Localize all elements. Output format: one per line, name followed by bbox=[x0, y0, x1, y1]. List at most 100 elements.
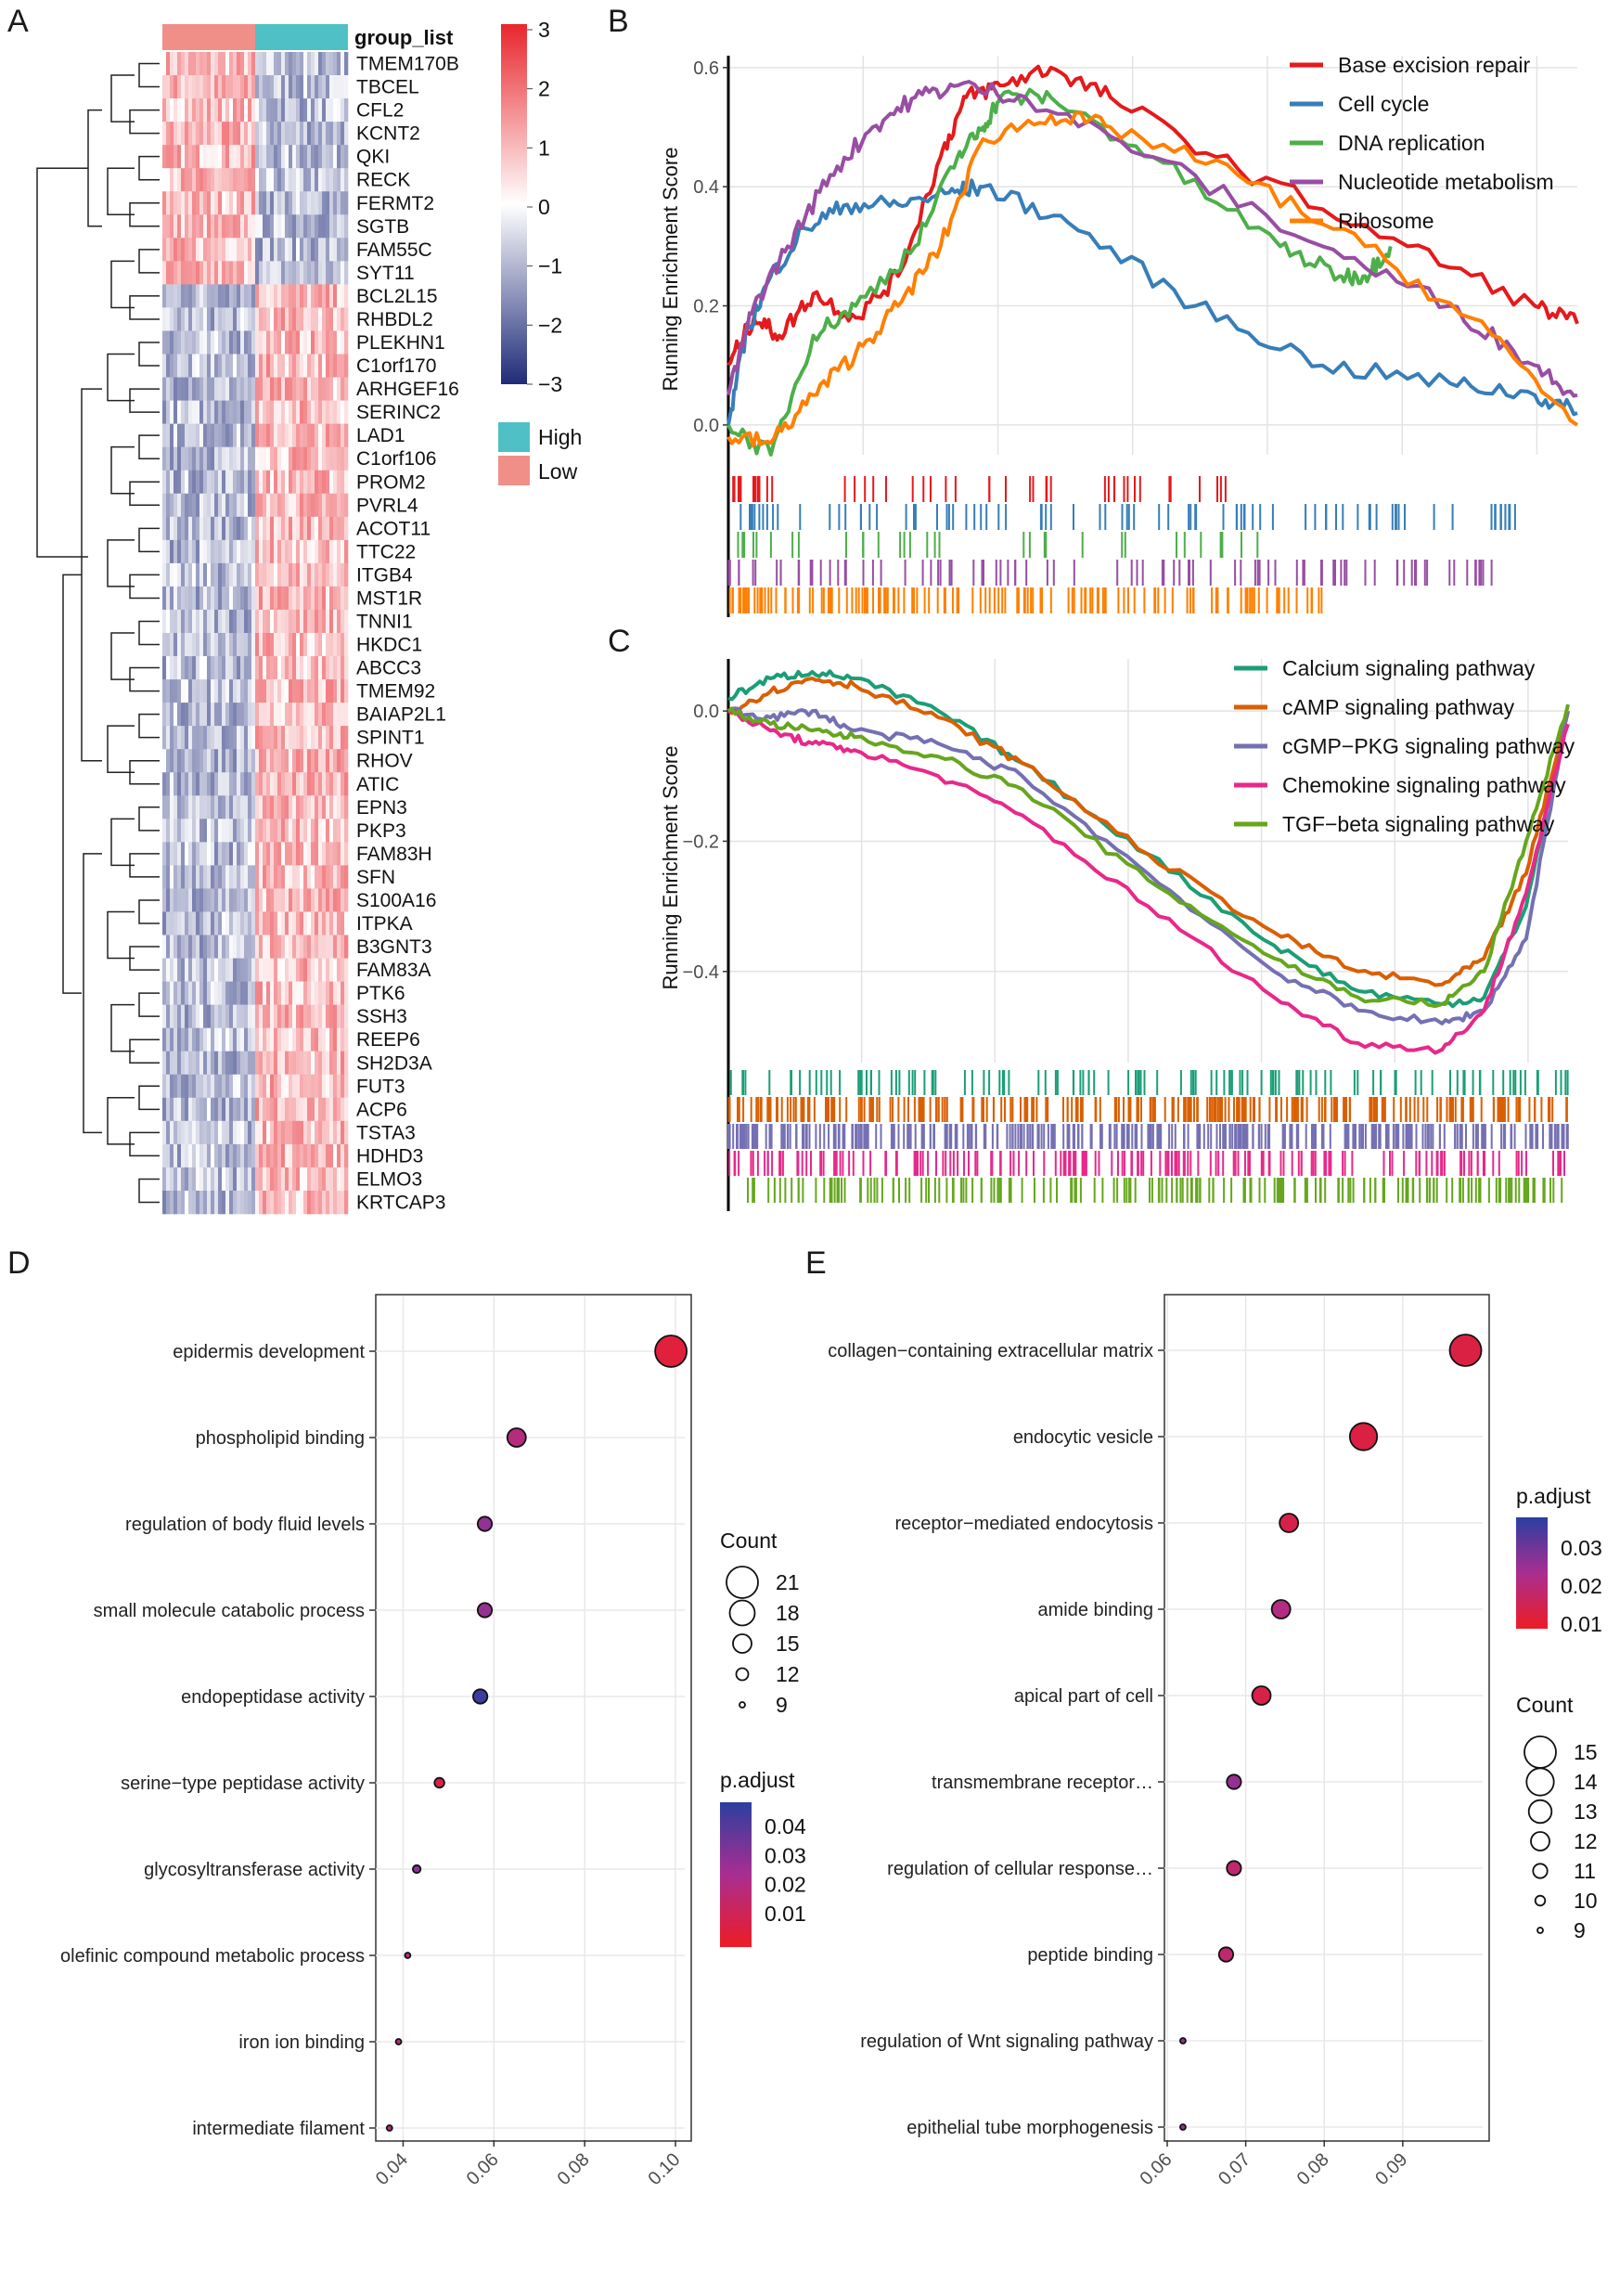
heatmap-cell bbox=[307, 609, 312, 634]
heatmap-cell bbox=[329, 981, 334, 1005]
heatmap-cell bbox=[248, 1143, 252, 1168]
heatmap-cell bbox=[300, 958, 304, 982]
heatmap-cell bbox=[315, 633, 319, 657]
dendrogram-branch bbox=[138, 527, 160, 553]
panel-c-letter: C bbox=[608, 624, 631, 659]
heatmap-cell bbox=[244, 795, 249, 819]
heatmap-cell bbox=[229, 261, 234, 285]
heatmap-cell bbox=[196, 1004, 200, 1028]
heatmap-cell bbox=[311, 865, 315, 889]
heatmap-cell bbox=[240, 795, 245, 819]
heatmap-cell bbox=[166, 609, 171, 634]
heatmap-cell bbox=[185, 1190, 189, 1215]
e-padj-scale bbox=[1516, 1517, 1548, 1629]
heatmap-cell bbox=[244, 75, 249, 99]
heatmap-cell bbox=[322, 562, 327, 587]
heatmap-cell bbox=[311, 772, 315, 796]
count-legend-dot bbox=[1534, 1894, 1547, 1907]
heatmap-cell bbox=[196, 1143, 200, 1168]
heatmap-cell bbox=[326, 516, 330, 541]
heatmap-cell bbox=[162, 958, 167, 982]
heatmap-cell bbox=[244, 586, 249, 611]
heatmap-cell bbox=[222, 145, 226, 169]
heatmap-cell bbox=[255, 586, 260, 611]
heatmap-cell bbox=[199, 1167, 204, 1192]
heatmap-cell bbox=[170, 145, 174, 169]
heatmap-cell bbox=[177, 377, 182, 401]
heatmap-cell bbox=[229, 400, 234, 424]
heatmap-cell bbox=[270, 1051, 275, 1076]
heatmap-cell bbox=[177, 261, 182, 285]
heatmap-cell bbox=[289, 516, 293, 541]
heatmap-cell bbox=[255, 865, 260, 889]
heatmap-cell bbox=[337, 52, 341, 76]
heatmap-cell bbox=[270, 145, 275, 169]
heatmap-cell bbox=[281, 1051, 286, 1076]
heatmap-cell bbox=[337, 1097, 341, 1122]
dendrogram-branch bbox=[138, 992, 160, 1017]
heatmap-cell bbox=[229, 122, 234, 146]
d-padj-legend: 0.040.030.020.01 bbox=[752, 1814, 806, 1926]
heatmap-cell bbox=[289, 354, 293, 378]
dot bbox=[1348, 1422, 1379, 1451]
heatmap-cell bbox=[270, 656, 275, 680]
heatmap-cell bbox=[326, 168, 330, 192]
heatmap-cell bbox=[281, 958, 286, 982]
heatmap-cell bbox=[196, 981, 200, 1005]
heatmap-cell bbox=[188, 842, 193, 866]
heatmap-cell bbox=[229, 1120, 234, 1145]
heatmap-cell bbox=[326, 377, 330, 401]
heatmap-cell bbox=[326, 191, 330, 215]
heatmap-cell bbox=[237, 795, 241, 819]
es-line bbox=[727, 709, 1570, 1055]
heatmap-cell bbox=[326, 284, 330, 308]
x-tick-label: 0.09 bbox=[1371, 2149, 1411, 2189]
heatmap-cell bbox=[229, 679, 234, 703]
heatmap-cell bbox=[289, 122, 293, 146]
dendrogram-branch bbox=[110, 74, 135, 123]
heatmap-cell bbox=[181, 1190, 186, 1215]
heatmap-cell bbox=[266, 516, 271, 541]
heatmap-cell bbox=[281, 377, 286, 401]
heatmap-cell bbox=[185, 703, 189, 727]
heatmap-cell bbox=[181, 935, 186, 959]
heatmap-cell bbox=[222, 749, 226, 773]
heatmap-cell bbox=[318, 191, 323, 215]
heatmap-cell bbox=[307, 446, 312, 471]
heatmap-cell bbox=[296, 516, 301, 541]
heatmap-cell bbox=[289, 307, 293, 331]
gene-label: SYT11 bbox=[356, 263, 415, 284]
heatmap-cell bbox=[251, 1120, 256, 1145]
heatmap-cell bbox=[170, 888, 174, 912]
heatmap-cell bbox=[311, 981, 315, 1005]
heatmap-cell bbox=[315, 726, 319, 750]
heatmap-cell bbox=[285, 261, 289, 285]
heatmap-cell bbox=[274, 819, 278, 843]
heatmap-cell bbox=[218, 1143, 223, 1168]
heatmap-cell bbox=[337, 168, 341, 192]
heatmap-cell bbox=[174, 819, 178, 843]
heatmap-cell bbox=[329, 842, 334, 866]
heatmap-cell bbox=[344, 819, 349, 843]
heatmap-cell bbox=[185, 958, 189, 982]
heatmap-cell bbox=[199, 330, 204, 355]
heatmap-cell bbox=[292, 795, 297, 819]
heatmap-cell bbox=[181, 726, 186, 750]
heatmap-cell bbox=[225, 1167, 230, 1192]
heatmap-cell bbox=[229, 168, 234, 192]
heatmap-cell bbox=[170, 539, 174, 564]
heatmap-cell bbox=[196, 400, 200, 424]
heatmap-cell bbox=[333, 1074, 338, 1099]
heatmap-cell bbox=[170, 516, 174, 541]
heatmap-cell bbox=[333, 214, 338, 239]
es-line bbox=[726, 703, 1570, 1009]
heatmap-cell bbox=[199, 354, 204, 378]
heatmap-cell bbox=[199, 958, 204, 982]
heatmap-cell bbox=[244, 981, 249, 1005]
heatmap-cell bbox=[222, 656, 226, 680]
heatmap-cell bbox=[162, 888, 167, 912]
heatmap-cell bbox=[281, 516, 286, 541]
heatmap-cell bbox=[322, 772, 327, 796]
heatmap-cell bbox=[166, 516, 171, 541]
heatmap-cell bbox=[218, 958, 223, 982]
